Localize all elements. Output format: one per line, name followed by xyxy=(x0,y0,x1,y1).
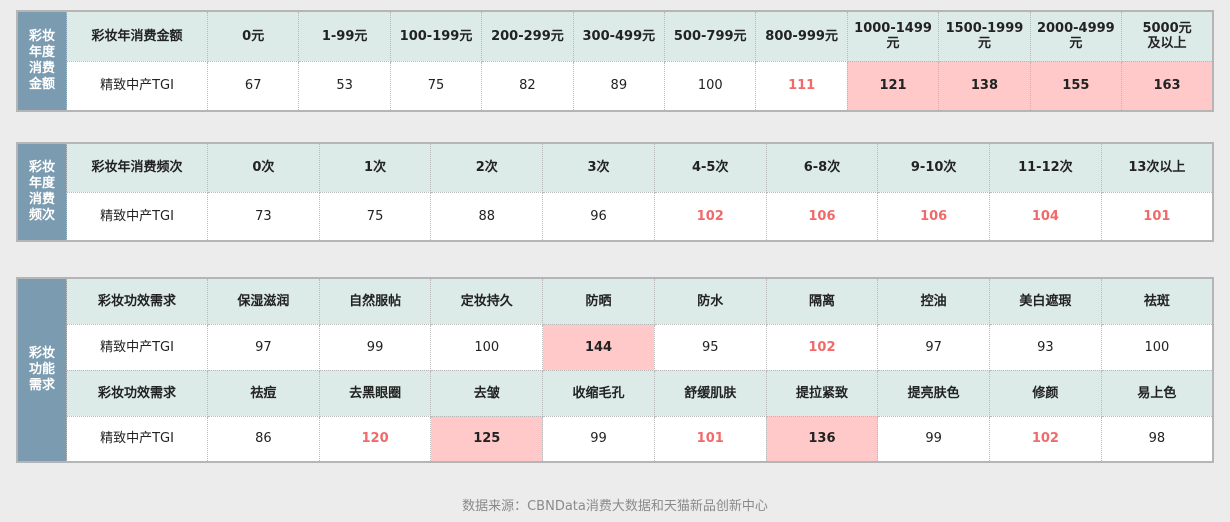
table-row: 精致中产TGI 73 75 88 96 102 106 106 104 101 xyxy=(17,191,1214,242)
column-header: 保湿滋润 xyxy=(207,277,320,325)
tgi-cell: 99 xyxy=(318,323,432,371)
column-header: 美白遮瑕 xyxy=(989,277,1102,325)
column-header: 祛斑 xyxy=(1100,277,1214,325)
header-row: 彩妆 年度 消费 频次 彩妆年消费频次 0次 1次 2次 3次 4-5次 6-8次 9-10次 1… xyxy=(16,142,1214,242)
tgi-cell: 98 xyxy=(1100,415,1214,463)
section-label: 彩妆 年度 消费 金额 xyxy=(16,10,67,112)
tgi-cell: 75 xyxy=(318,191,432,242)
column-header: 0元 xyxy=(206,10,300,62)
table-row: 精致中产TGI 97 99 100 144 95 102 97 93 100 xyxy=(17,323,1214,371)
column-header: 定妆持久 xyxy=(430,277,544,325)
row-header-label: 彩妆功效需求 xyxy=(66,369,208,417)
tgi-cell: 100 xyxy=(664,60,757,112)
column-header: 4-5次 xyxy=(653,142,767,193)
section-label: 彩妆 年度 消费 频次 xyxy=(16,142,67,242)
column-header: 祛痘 xyxy=(207,369,320,417)
column-header: 2次 xyxy=(430,142,544,193)
column-header: 去黑眼圈 xyxy=(318,369,432,417)
tgi-cell: 95 xyxy=(653,323,767,371)
data-source-footer: 数据来源：CBNData消费大数据和天猫新品创新中心 xyxy=(462,499,768,514)
column-header: 自然服帖 xyxy=(318,277,432,325)
tgi-cell: 100 xyxy=(430,323,544,371)
tgi-cell: 67 xyxy=(206,60,300,112)
column-header: 6-8次 xyxy=(765,142,879,193)
tgi-cell-highlight: 125 xyxy=(430,415,544,463)
column-header: 防晒 xyxy=(542,277,655,325)
tgi-cell: 101 xyxy=(653,415,767,463)
row-header-label: 彩妆年消费金额 xyxy=(66,10,208,62)
tgi-cell: 100 xyxy=(1100,323,1214,371)
column-header: 800-999元 xyxy=(755,10,848,62)
column-header: 控油 xyxy=(877,277,991,325)
tgi-cell: 82 xyxy=(481,60,574,112)
row-header-label: 彩妆功效需求 xyxy=(66,277,208,325)
metric-label: 精致中产TGI xyxy=(66,60,208,112)
tgi-cell: 53 xyxy=(298,60,391,112)
column-header: 200-299元 xyxy=(481,10,574,62)
column-header: 隔离 xyxy=(765,277,879,325)
column-header: 防水 xyxy=(653,277,767,325)
tgi-cell: 73 xyxy=(207,191,320,242)
column-header: 300-499元 xyxy=(572,10,666,62)
row-header-label: 彩妆年消费频次 xyxy=(66,142,208,193)
column-header: 9-10次 xyxy=(877,142,991,193)
tgi-cell: 99 xyxy=(877,415,991,463)
column-header: 0次 xyxy=(207,142,320,193)
tgi-cell: 99 xyxy=(542,415,655,463)
tgi-cell: 104 xyxy=(989,191,1102,242)
table-row: 精致中产TGI 86 120 125 99 101 136 99 102 98 xyxy=(17,415,1214,463)
tgi-cell: 89 xyxy=(572,60,666,112)
tgi-cell-highlight: 144 xyxy=(542,323,655,371)
tgi-cell: 120 xyxy=(318,415,432,463)
column-header: 舒缓肌肤 xyxy=(653,369,767,417)
column-header: 1500-1999 元 xyxy=(938,10,1031,62)
column-header: 1000-1499 元 xyxy=(846,10,940,62)
metric-label: 精致中产TGI xyxy=(66,323,208,371)
metric-label: 精致中产TGI xyxy=(66,415,208,463)
column-header: 去皱 xyxy=(430,369,544,417)
function-demand-table: 彩妆 功能 需求 彩妆功效需求 保湿滋润 自然服帖 定妆持久 防晒 防水 隔离 控油 美白遮瑕 祛斑… xyxy=(16,277,1214,463)
tgi-cell: 86 xyxy=(207,415,320,463)
column-header: 5000元 及以上 xyxy=(1121,10,1214,62)
tgi-cell: 97 xyxy=(877,323,991,371)
tgi-cell: 101 xyxy=(1100,191,1214,242)
tgi-cell-highlight: 163 xyxy=(1121,60,1214,112)
column-header: 修颜 xyxy=(989,369,1102,417)
tgi-cell: 88 xyxy=(430,191,544,242)
tgi-cell: 102 xyxy=(653,191,767,242)
table-row: 精致中产TGI 67 53 75 82 89 100 111 121 138 155 163 xyxy=(17,60,1214,112)
column-header: 3次 xyxy=(542,142,655,193)
tgi-cell: 111 xyxy=(755,60,848,112)
column-header: 2000-4999 元 xyxy=(1029,10,1123,62)
purchase-frequency-table: 彩妆 年度 消费 频次 彩妆年消费频次 0次 1次 2次 3次 4-5次 6-8次 9-10次 1… xyxy=(16,142,1214,242)
tgi-cell-highlight: 155 xyxy=(1029,60,1123,112)
tgi-cell: 96 xyxy=(542,191,655,242)
tgi-cell: 106 xyxy=(765,191,879,242)
column-header: 100-199元 xyxy=(389,10,483,62)
tgi-cell: 97 xyxy=(207,323,320,371)
column-header: 1次 xyxy=(318,142,432,193)
header-row: 彩妆 功能 需求 彩妆功效需求 保湿滋润 自然服帖 定妆持久 防晒 防水 隔离 控油 美白遮瑕 祛斑 xyxy=(16,277,1214,463)
column-header: 提亮肤色 xyxy=(877,369,991,417)
tgi-cell-highlight: 136 xyxy=(765,415,879,463)
column-header: 500-799元 xyxy=(664,10,757,62)
tgi-cell: 106 xyxy=(877,191,991,242)
tgi-cell: 93 xyxy=(989,323,1102,371)
column-header: 13次以上 xyxy=(1100,142,1214,193)
column-header: 提拉紧致 xyxy=(765,369,879,417)
metric-label: 精致中产TGI xyxy=(66,191,208,242)
column-header: 收缩毛孔 xyxy=(542,369,655,417)
tgi-cell: 102 xyxy=(765,323,879,371)
spending-amount-table: 彩妆 年度 消费 金额 彩妆年消费金额 0元 1-99元 100-199元 200-299… xyxy=(16,10,1214,112)
tgi-cell: 75 xyxy=(389,60,483,112)
section-label: 彩妆 功能 需求 xyxy=(16,277,67,463)
tgi-cell-highlight: 121 xyxy=(846,60,940,112)
header-row: 彩妆功效需求 祛痘 去黑眼圈 去皱 收缩毛孔 舒缓肌肤 提拉紧致 提亮肤色 修颜 易上色 xyxy=(17,369,1214,417)
column-header: 11-12次 xyxy=(989,142,1102,193)
header-row: 彩妆 年度 消费 金额 彩妆年消费金额 0元 1-99元 100-199元 200-299… xyxy=(16,10,1214,112)
tgi-cell: 102 xyxy=(989,415,1102,463)
column-header: 1-99元 xyxy=(298,10,391,62)
tgi-cell-highlight: 138 xyxy=(938,60,1031,112)
column-header: 易上色 xyxy=(1100,369,1214,417)
